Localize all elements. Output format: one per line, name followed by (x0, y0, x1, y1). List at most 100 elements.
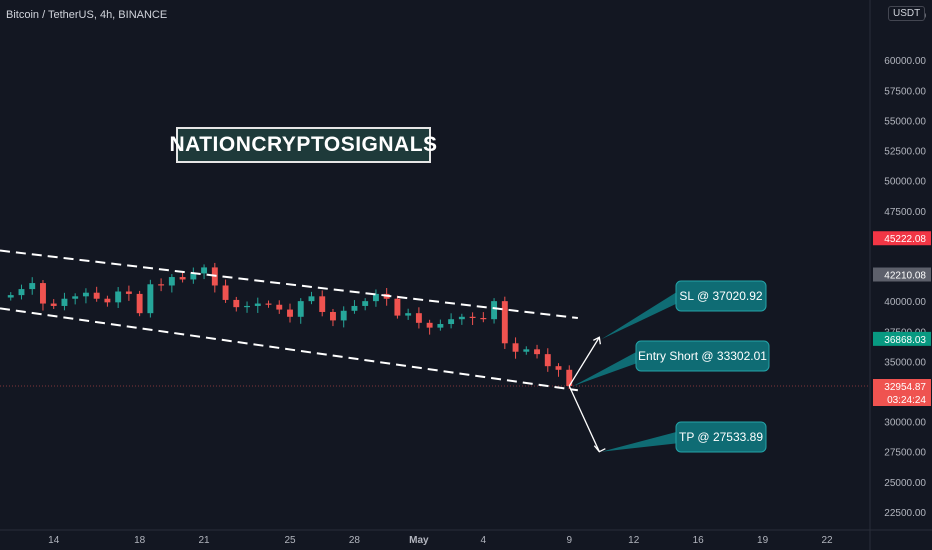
candle-body (222, 285, 229, 300)
candle-body (93, 292, 100, 299)
last-price-badge-label: 32954.87 (884, 382, 926, 393)
sl-arrow (568, 336, 600, 387)
x-tick-label: 18 (134, 535, 146, 546)
tp-arrow (568, 385, 600, 452)
candle-body (362, 301, 369, 306)
x-tick-label: 14 (48, 535, 60, 546)
entry-callout-label: Entry Short @ 33302.01 (638, 349, 767, 363)
x-tick-label: May (409, 535, 429, 546)
x-tick-label: 4 (481, 535, 487, 546)
y-tick-label: 30000.00 (884, 418, 926, 429)
y-tick-label: 60000.00 (884, 56, 926, 67)
x-tick-label: 28 (349, 535, 361, 546)
candle-body (448, 319, 455, 325)
candle-body (351, 305, 358, 311)
channel-upper-line (0, 249, 578, 319)
candle-body (29, 283, 36, 290)
candle-body (340, 310, 347, 321)
candle-body (469, 316, 476, 318)
candle-body (18, 289, 25, 296)
entry-callout-tail (573, 350, 640, 386)
candle-body (147, 284, 154, 314)
sl-callout-box (675, 280, 767, 312)
tp-callout-box (675, 421, 767, 453)
candle-body (190, 273, 197, 280)
candle-body (405, 313, 412, 316)
candle-body (437, 324, 444, 328)
candle-body (136, 293, 143, 314)
candle-body (415, 313, 422, 323)
candle-body (72, 296, 79, 299)
candle-body (330, 311, 336, 321)
candle-body (82, 292, 89, 297)
y-tick-label: 47500.00 (884, 207, 926, 218)
entry-callout-box (635, 340, 770, 372)
x-tick-label: 16 (693, 535, 705, 546)
x-tick-label: 21 (199, 535, 211, 546)
x-tick-label: 25 (284, 535, 296, 546)
candle-body (480, 318, 487, 320)
candle-body (308, 296, 315, 302)
candle-body (61, 298, 68, 306)
tp-arrowhead (593, 445, 606, 453)
candle-body (179, 277, 186, 280)
sl-arrowhead (593, 336, 601, 345)
candle-body (158, 284, 165, 286)
channel-lower-line (0, 307, 578, 392)
countdown-price-badge (873, 391, 931, 406)
candle-body (104, 298, 111, 303)
x-tick-label: 22 (821, 535, 833, 546)
candle-body (544, 354, 551, 367)
sl-price-badge (873, 231, 931, 246)
y-tick-label: 40000.00 (884, 297, 926, 308)
y-tick-label: 35000.00 (884, 357, 926, 368)
sl-price-badge-label: 45222.08 (884, 234, 926, 245)
candle-body (265, 303, 272, 305)
watermark-banner: NATIONCRYPTOSIGNALS (169, 127, 437, 163)
tp-callout-tail (601, 431, 680, 452)
candle-body (115, 291, 122, 303)
candle-body (233, 299, 240, 308)
candle-body (512, 343, 519, 352)
candle-body (394, 298, 401, 316)
candle-body (50, 303, 57, 306)
y-tick-label: 27500.00 (884, 448, 926, 459)
candle-body (534, 349, 540, 355)
currency-button[interactable]: USDT (888, 6, 926, 21)
tp-callout-label: TP @ 27533.89 (679, 430, 763, 444)
y-tick-label: 22500.00 (884, 508, 926, 519)
candle-body (297, 301, 304, 317)
candle-body (7, 295, 14, 298)
candle-body (125, 291, 132, 294)
candle-body (276, 304, 283, 310)
candle-body (501, 301, 508, 344)
sl-callout-tail (601, 290, 680, 340)
entry-price-badge (873, 267, 931, 282)
entry-price-badge-label: 42210.08 (884, 271, 926, 282)
tp-price-badge (873, 331, 931, 346)
last-price-badge (873, 378, 931, 393)
symbol-title[interactable]: Bitcoin / TetherUS, 4h, BINANCE (6, 9, 168, 21)
candle-body (372, 293, 379, 302)
candle-body (244, 305, 250, 308)
y-tick-label: 52500.00 (884, 147, 926, 158)
candle-body (491, 301, 498, 320)
tp-price-badge-label: 36868.03 (884, 335, 926, 346)
y-tick-label: 50000.00 (884, 177, 926, 188)
x-tick-label: 19 (757, 535, 769, 546)
candle-body (458, 316, 465, 320)
candle-body (201, 267, 208, 274)
candle-body (168, 277, 175, 286)
candle-body (566, 369, 573, 386)
countdown-price-badge-label: 03:24:24 (887, 395, 926, 406)
y-tick-label: 25000.00 (884, 478, 926, 489)
candle-body (254, 303, 261, 306)
x-tick-label: 9 (566, 535, 572, 546)
y-tick-label: 55000.00 (884, 116, 926, 127)
candle-body (319, 296, 326, 312)
candle-body (426, 322, 433, 328)
candle-body (40, 283, 46, 304)
candle-body (287, 309, 293, 317)
candle-body (555, 366, 562, 370)
